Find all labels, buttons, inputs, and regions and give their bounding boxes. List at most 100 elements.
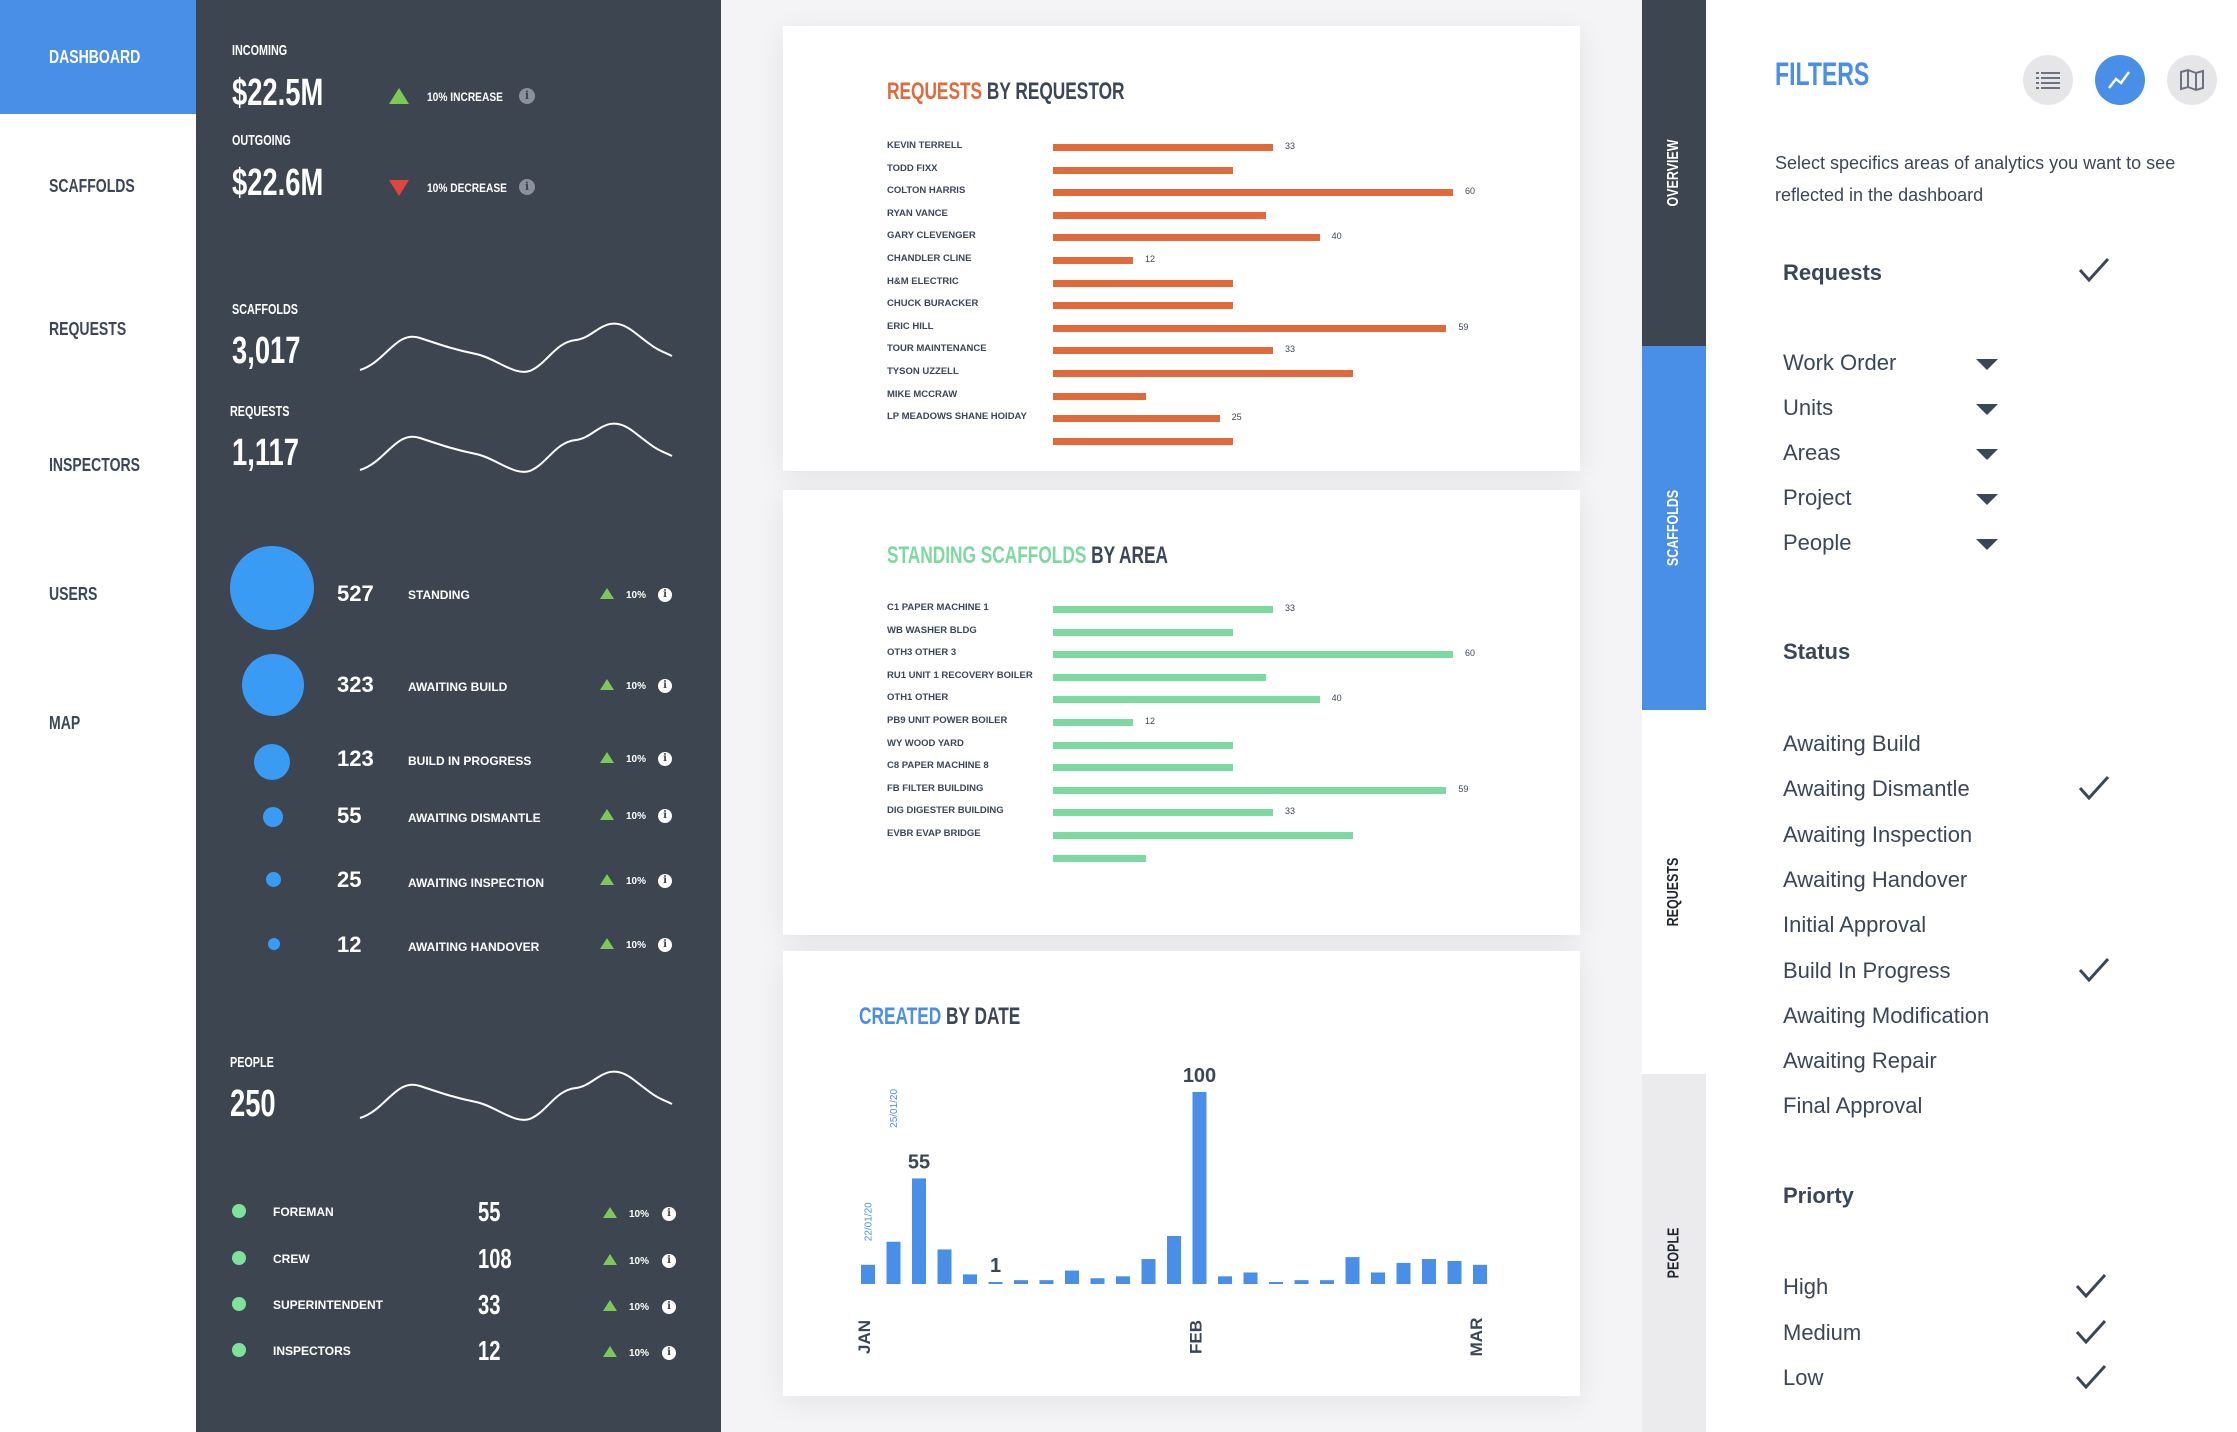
checkmark-icon[interactable] [2077,256,2111,284]
priority-option[interactable]: Low [1783,1365,1824,1390]
bar[interactable] [1053,696,1320,704]
bar[interactable] [1053,189,1453,197]
bar[interactable] [1053,211,1267,219]
status-option[interactable]: Awaiting Inspection [1783,821,1973,847]
checkmark-icon[interactable] [2077,774,2111,802]
tab-requests[interactable]: REQUESTS [1642,710,1706,1074]
info-icon[interactable]: i [519,179,535,195]
info-icon[interactable]: i [658,809,672,823]
date-bar[interactable] [886,1241,901,1284]
filter-units[interactable]: Units [1783,395,1834,420]
bar[interactable] [1053,257,1133,264]
tab-people[interactable]: PEOPLE [1642,1074,1706,1432]
filter-project[interactable]: Project [1783,485,1852,510]
chevron-down-icon[interactable] [1976,404,1998,415]
nav-item-inspectors[interactable]: INSPECTORS [49,454,141,475]
bar[interactable] [1053,854,1147,862]
date-bar[interactable] [1039,1280,1054,1284]
status-option[interactable]: Awaiting Build [1783,731,1921,756]
date-bar[interactable] [1141,1259,1156,1284]
map-view-button[interactable] [2167,55,2217,105]
date-bar[interactable] [1447,1260,1462,1284]
bar[interactable] [1053,234,1320,242]
date-bar[interactable] [1320,1280,1334,1284]
info-icon[interactable]: i [658,588,672,602]
chevron-down-icon[interactable] [1976,359,1998,370]
list-view-button[interactable] [2023,55,2073,105]
bar[interactable] [1053,166,1233,174]
info-icon[interactable]: i [662,1254,676,1268]
bar[interactable] [1053,673,1267,681]
status-option[interactable]: Awaiting Handover [1783,866,1968,892]
date-bar[interactable] [988,1282,1003,1284]
date-bar[interactable] [1422,1259,1436,1284]
status-option[interactable]: Final Approval [1783,1093,1923,1119]
date-bar[interactable] [861,1264,875,1284]
filter-areas[interactable]: Areas [1783,440,1841,465]
checkmark-icon[interactable] [2077,956,2111,984]
date-bar[interactable] [963,1274,977,1284]
date-bar[interactable] [1243,1272,1258,1284]
date-bar[interactable] [1371,1272,1385,1284]
bar[interactable] [1053,437,1233,445]
status-option[interactable]: Build In Progress [1783,957,1951,983]
date-bar[interactable] [937,1249,952,1284]
nav-item-requests[interactable]: REQUESTS [49,318,127,339]
bar[interactable] [1053,144,1273,151]
priority-option[interactable]: Medium [1783,1319,1862,1345]
chevron-down-icon[interactable] [1976,494,1998,505]
date-bar[interactable] [1167,1236,1181,1284]
bar[interactable] [1053,651,1453,659]
date-bar[interactable] [1192,1092,1207,1284]
nav-item-dashboard[interactable]: DASHBOARD [0,0,196,114]
bar[interactable] [1053,786,1447,794]
status-option[interactable]: Awaiting Repair [1783,1048,1937,1074]
date-bar[interactable] [912,1178,926,1284]
status-option[interactable]: Awaiting Modification [1783,1002,1990,1028]
tab-overview[interactable]: OVERVIEW [1642,0,1706,346]
info-icon[interactable]: i [658,874,672,888]
checkmark-icon[interactable] [2074,1272,2108,1300]
filter-work-order[interactable]: Work Order [1783,350,1897,375]
info-icon[interactable]: i [658,938,672,952]
priority-option[interactable]: High [1783,1274,1829,1299]
bar[interactable] [1053,764,1233,772]
bar[interactable] [1053,302,1233,310]
info-icon[interactable]: i [662,1207,676,1221]
tab-scaffolds[interactable]: SCAFFOLDS [1642,346,1706,710]
chevron-down-icon[interactable] [1976,539,1998,550]
date-bar[interactable] [1345,1257,1360,1284]
info-icon[interactable]: i [662,1346,676,1360]
bar[interactable] [1053,279,1233,287]
bar[interactable] [1053,370,1353,377]
info-icon[interactable]: i [658,752,672,766]
chart-view-button[interactable] [2095,55,2145,105]
info-icon[interactable]: i [658,679,672,693]
date-bar[interactable] [1014,1280,1028,1284]
nav-item-scaffolds[interactable]: SCAFFOLDS [49,175,135,196]
status-option[interactable]: Initial Approval [1783,912,1927,938]
bar[interactable] [1053,719,1133,726]
date-bar[interactable] [1090,1278,1105,1284]
date-bar[interactable] [1269,1282,1283,1284]
status-option[interactable]: Awaiting Dismantle [1783,776,1970,802]
date-bar[interactable] [1294,1280,1309,1284]
info-icon[interactable]: i [662,1300,676,1314]
bar[interactable] [1053,741,1233,749]
checkmark-icon[interactable] [2074,1363,2108,1391]
bar[interactable] [1053,347,1273,355]
bar[interactable] [1053,415,1220,423]
bar[interactable] [1053,832,1353,839]
date-bar[interactable] [1396,1262,1411,1284]
date-bar[interactable] [1218,1276,1232,1284]
bar[interactable] [1053,809,1273,817]
chevron-down-icon[interactable] [1976,449,1998,460]
info-icon[interactable]: i [519,88,535,104]
bar[interactable] [1053,324,1447,332]
date-bar[interactable] [1473,1264,1487,1284]
date-bar[interactable] [1065,1270,1079,1284]
nav-item-map[interactable]: MAP [49,712,81,733]
bar[interactable] [1053,628,1233,636]
nav-item-users[interactable]: USERS [49,583,98,604]
date-bar[interactable] [1116,1276,1130,1284]
